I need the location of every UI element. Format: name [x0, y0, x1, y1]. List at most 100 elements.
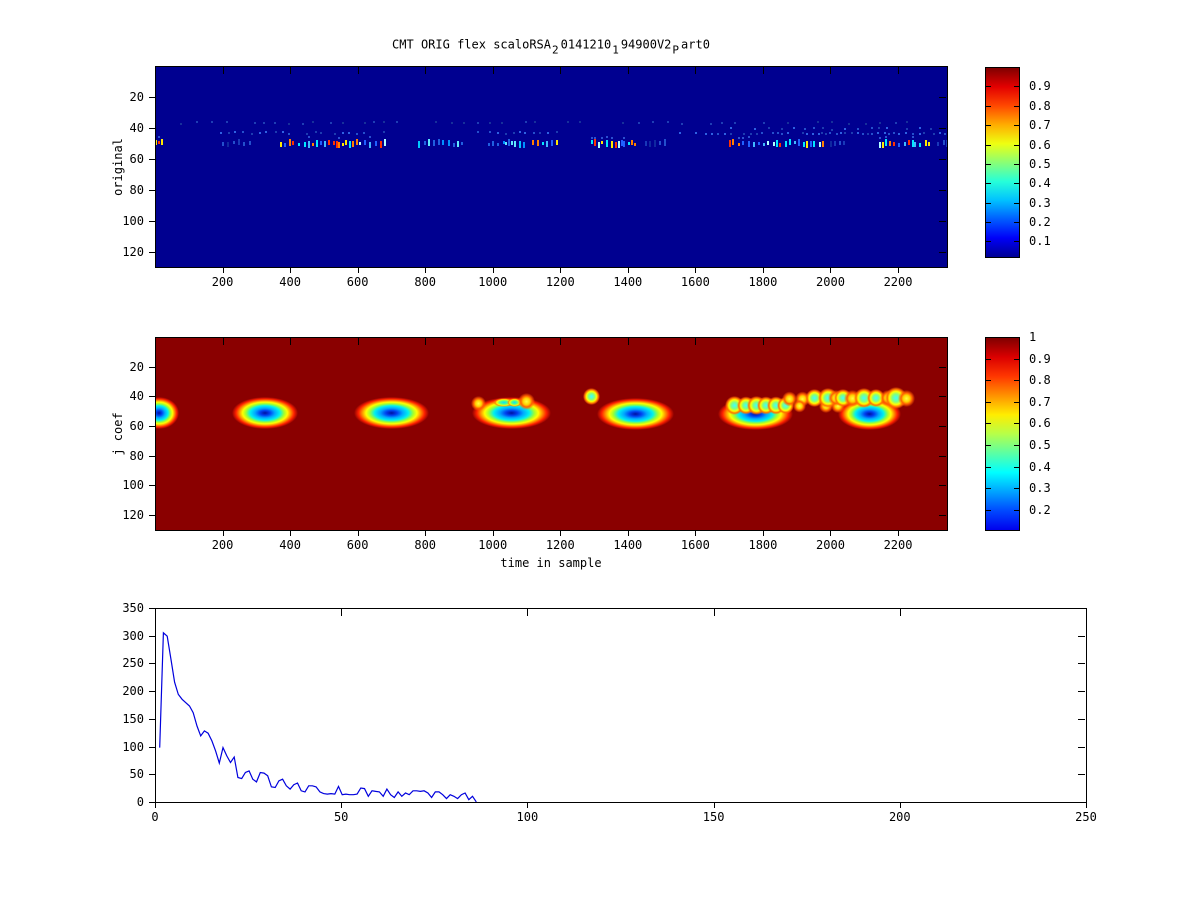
heatmap-speckle [919, 142, 922, 147]
colorbar-tick-mark [1014, 445, 1019, 447]
y-mirror-tick-mark [939, 96, 946, 98]
y-tick-mark [149, 691, 155, 693]
heatmap-dot [694, 131, 697, 134]
x-mirror-tick-mark [762, 338, 764, 345]
heatmap-dot [756, 132, 759, 135]
heatmap-dot [342, 122, 345, 125]
x-tick-mark [492, 530, 494, 536]
colorbar-tick-label: 0.3 [1029, 195, 1051, 210]
heatmap-speckle [590, 137, 593, 140]
colorbar-tick-mark [986, 401, 991, 403]
y-tick-mark [149, 251, 155, 253]
heatmap-dot [652, 121, 655, 124]
x-tick-mark [527, 802, 529, 808]
x-mirror-tick-mark [762, 67, 764, 74]
heatmap-dot [793, 127, 796, 130]
heatmap-dot [843, 127, 846, 130]
heatmap-dot [760, 131, 763, 134]
heatmap-speckle [511, 141, 514, 145]
colorbar-tick-mark [1014, 509, 1019, 511]
heatmap-dot [850, 131, 853, 134]
heatmap-dot [906, 127, 909, 130]
heatmap-speckle [830, 141, 833, 147]
heatmap-speckle [369, 141, 372, 148]
heatmap-dot [265, 131, 268, 134]
heatmap-dot [812, 126, 815, 129]
x-tick-mark [762, 267, 764, 273]
heatmap-dot [288, 132, 291, 135]
x-tick-label: 1600 [680, 275, 710, 289]
y-mirror-tick-mark [939, 189, 946, 191]
x-mirror-tick-mark [830, 338, 832, 345]
decay-curve-canvas [159, 631, 477, 802]
heatmap-dot [806, 132, 809, 135]
x-tick-mark [290, 267, 292, 273]
y-tick-label: 40 [129, 120, 144, 135]
heatmap-speckle [307, 135, 310, 138]
heatmap-speckle [838, 140, 841, 146]
heatmap-dot [524, 132, 527, 134]
heatmap-speckle [432, 139, 435, 147]
colorbar-tick-mark [986, 445, 991, 447]
colorbar-tick-mark [1014, 337, 1019, 338]
heatmap-speckle [911, 139, 914, 147]
heatmap-dot [878, 127, 881, 130]
heatmap-speckle [908, 140, 911, 145]
heatmap-dot [904, 132, 907, 135]
heatmap-speckle [457, 141, 460, 147]
x-mirror-tick-mark [357, 67, 359, 74]
heatmap-dot [504, 132, 507, 135]
heatmap-speckle [556, 139, 559, 145]
heatmap-dot [733, 122, 736, 125]
heatmap-dot [856, 127, 859, 130]
heatmap-dot [241, 131, 244, 134]
heatmap-dot [513, 131, 516, 134]
colorbar-tick-mark [1014, 105, 1019, 107]
heatmap-speckle [882, 141, 885, 148]
y-mirror-tick-mark [1078, 663, 1085, 665]
heatmap-dot [776, 131, 779, 134]
colorbar-tick-mark [1014, 401, 1019, 403]
heatmap-dot [787, 132, 790, 135]
heatmap-dot [821, 132, 824, 135]
heatmap-speckle [221, 141, 224, 146]
heatmap-speckle [893, 141, 896, 147]
heatmap-dot [666, 120, 669, 123]
heatmap-speckle [593, 138, 596, 146]
heatmap-dot [870, 127, 873, 130]
heatmap-dot [720, 121, 723, 124]
x-tick-mark [899, 802, 901, 808]
heatmap-speckle [324, 141, 327, 147]
colorbar-tick-mark [1014, 466, 1019, 468]
heatmap-speckle [885, 136, 888, 139]
y-tick-mark [149, 455, 155, 457]
heatmap-speckle [238, 139, 241, 146]
x-tick-mark [155, 802, 156, 808]
y-mirror-tick-mark [939, 220, 946, 222]
heatmap-dot [871, 132, 874, 135]
x-tick-mark [341, 802, 343, 808]
heatmap-dot [225, 120, 228, 123]
x-tick-label: 50 [333, 810, 349, 824]
x-tick-label: 200 [211, 538, 234, 552]
heatmap-dot [885, 127, 888, 130]
heatmap-speckle [775, 139, 778, 147]
colorbar-tick-mark [1014, 144, 1019, 146]
colorbar-tick-mark [986, 222, 991, 224]
heatmap-dot [348, 132, 351, 135]
colorbar-tick-mark [1014, 488, 1019, 490]
y-tick-mark [149, 802, 155, 803]
colorbar-tick-label: 0.2 [1029, 215, 1051, 230]
axes-coefficient-decay-plot [155, 608, 1087, 803]
figure-title: CMT ORIG flex scaloRSA2 01412101 94900V2P a… [392, 38, 710, 57]
heatmap-dot [918, 132, 921, 135]
heatmap-speckle [438, 139, 441, 145]
heatmap-dot [812, 133, 815, 136]
y-mirror-tick-mark [939, 158, 946, 160]
title-segment: art0 [681, 37, 710, 52]
heatmap-speckle [531, 140, 534, 145]
x-mirror-tick-mark [222, 338, 224, 345]
heatmap-dot [919, 127, 922, 130]
title-segment: CMT ORIG flex scaloRSA [392, 37, 552, 52]
